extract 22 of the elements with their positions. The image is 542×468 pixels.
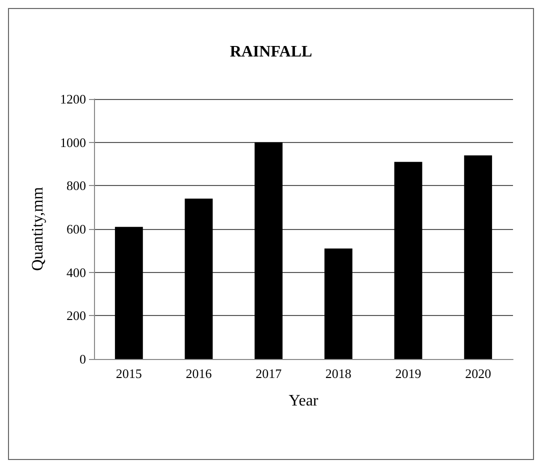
x-tick-label: 2015 [116,366,142,381]
x-tick-label: 2019 [395,366,422,381]
x-axis-title: Year [288,392,319,410]
bar [464,155,492,359]
x-tick-label: 2016 [186,366,212,381]
y-tick-label: 200 [66,308,86,324]
bar [324,248,352,359]
y-axis-title: Quantity,mm [30,186,46,271]
x-tick-label: 2020 [465,366,492,381]
y-tick-label: 400 [66,264,86,280]
bar [184,198,213,359]
bar [114,226,143,359]
y-tick-label: 1200 [60,92,86,106]
chart-title: RAINFALL [230,44,312,60]
y-tick-label: 800 [66,178,86,194]
x-tick-label: 2017 [256,366,282,381]
y-tick-label: 0 [80,352,86,366]
x-tick-label: 2018 [325,366,352,381]
bar [394,162,422,359]
y-tick-label: 1000 [60,134,86,150]
y-tick-label: 600 [66,222,86,236]
bar [254,142,283,359]
